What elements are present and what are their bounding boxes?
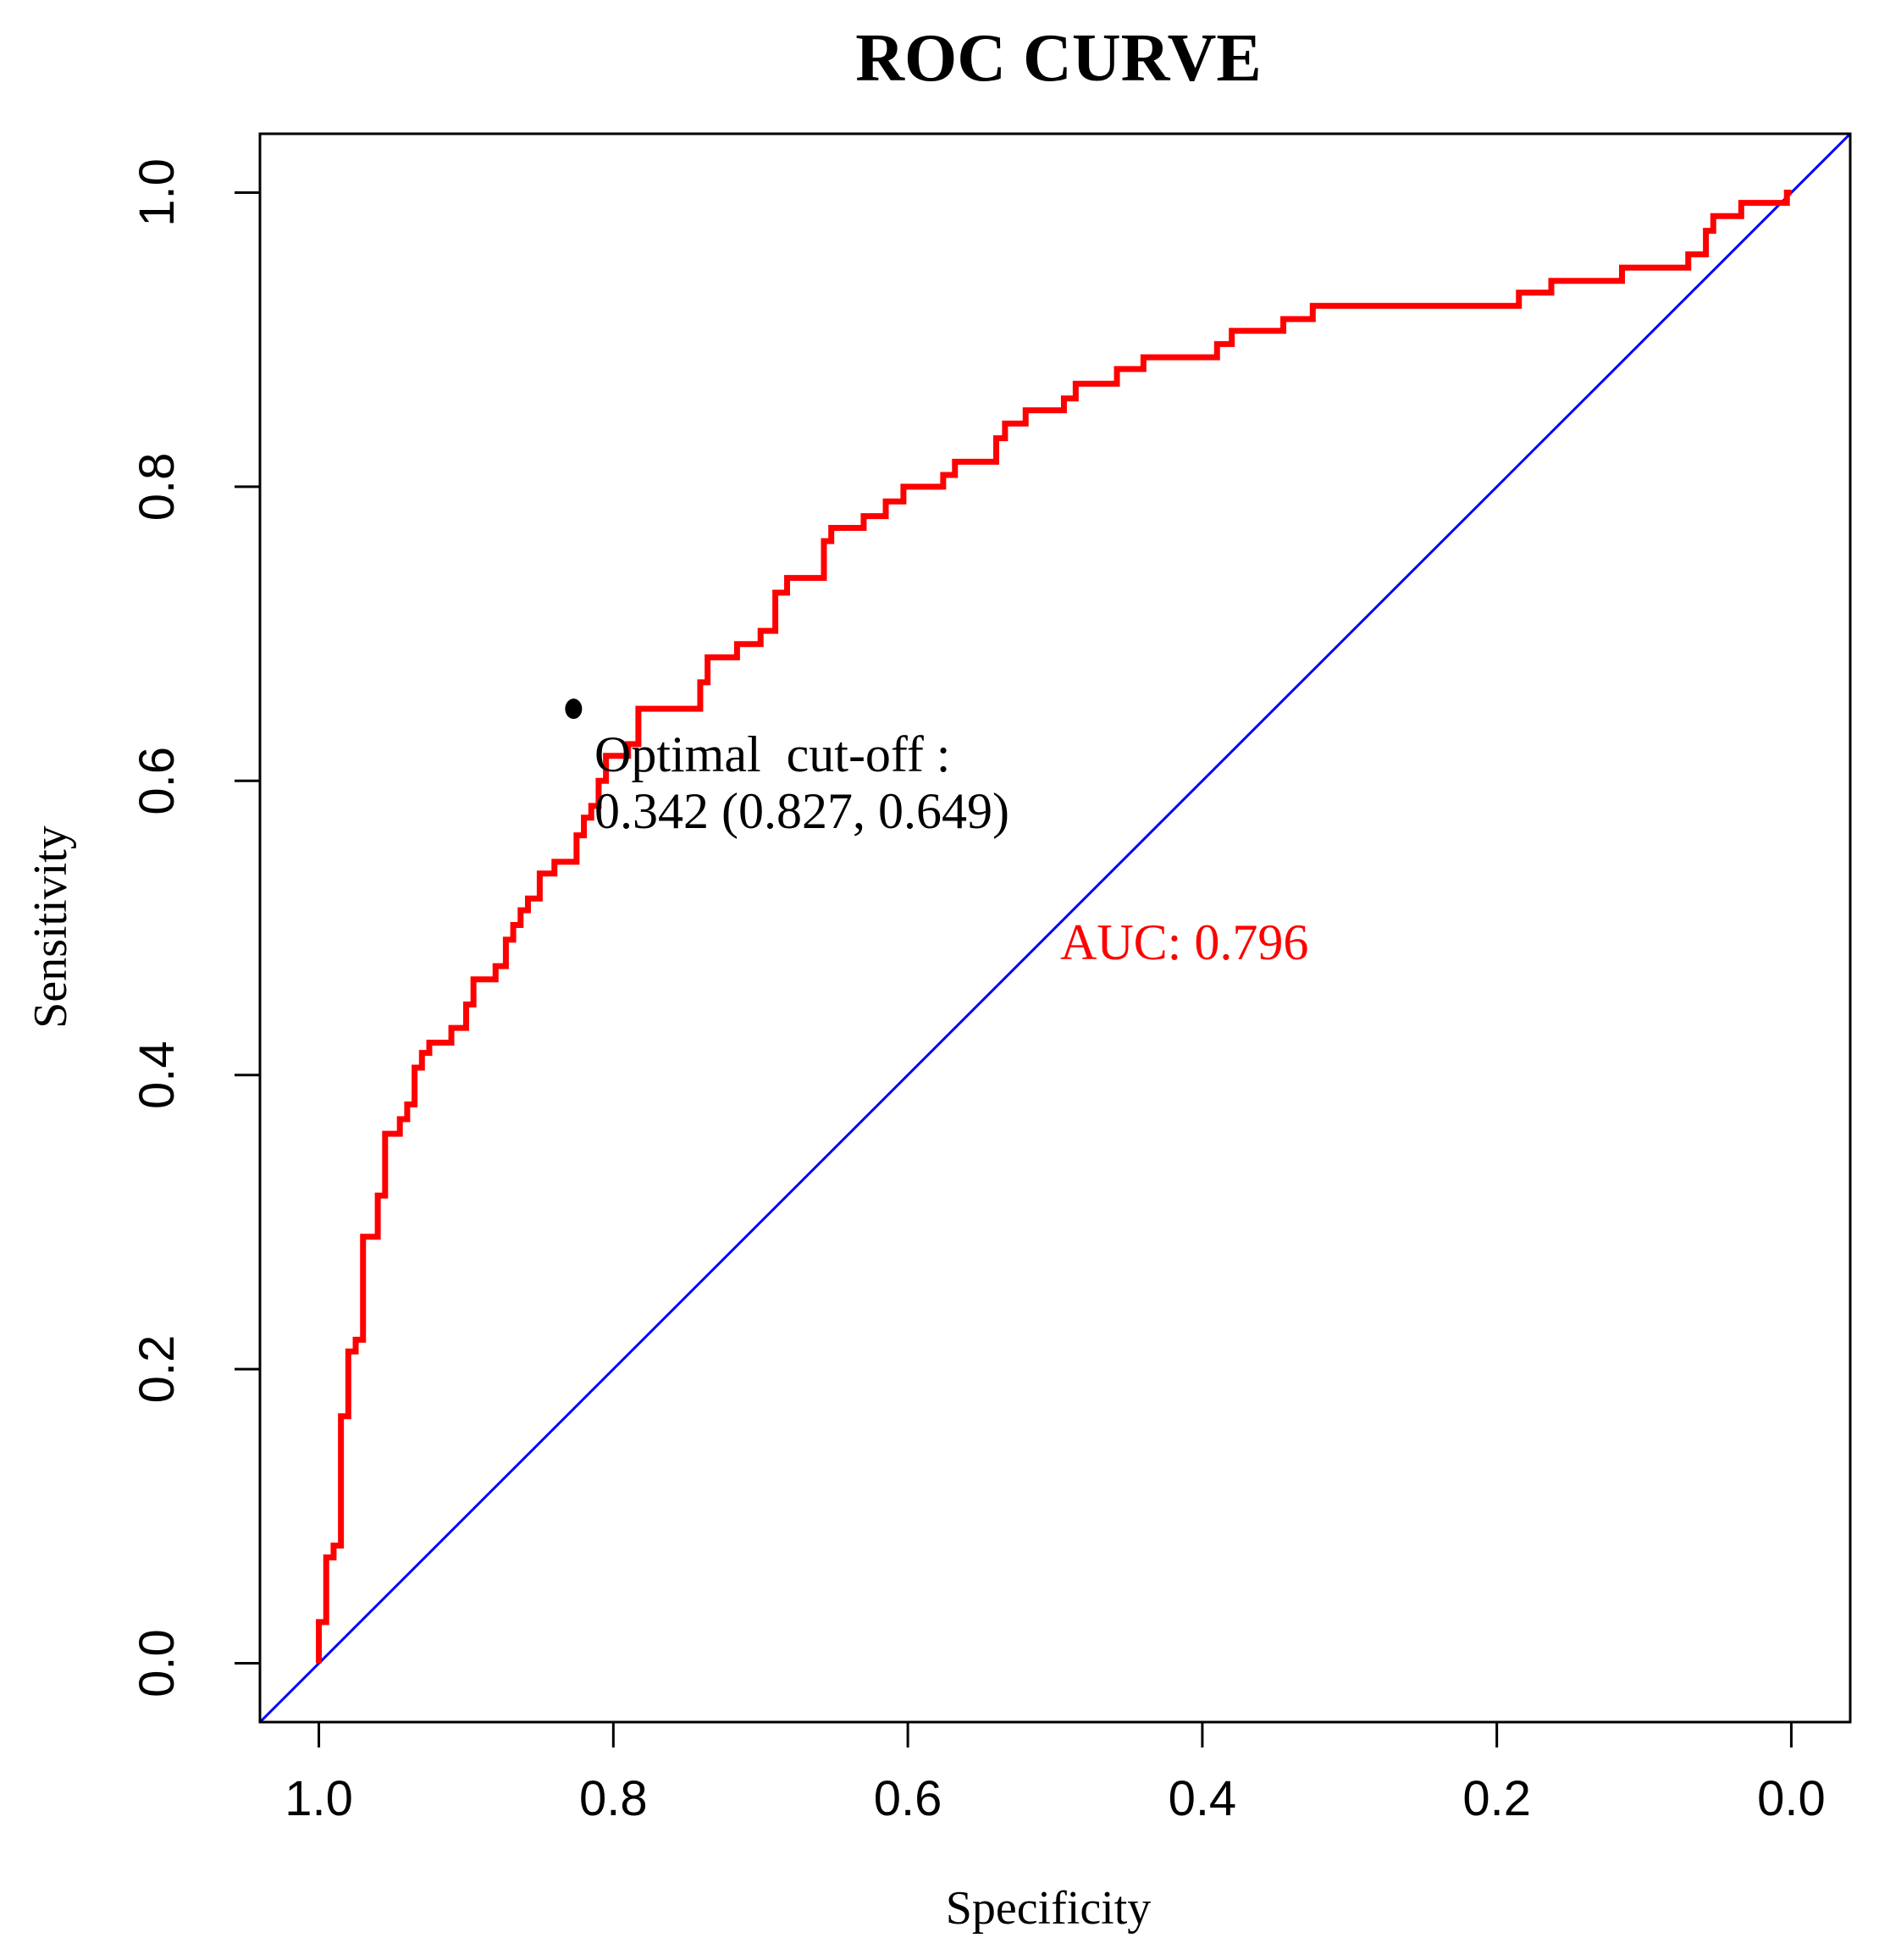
y-tick-label: 0.2 xyxy=(130,1335,185,1404)
y-tick-label: 0.4 xyxy=(130,1041,185,1109)
optimal-cutoff-point xyxy=(565,698,583,720)
y-tick-label: 0.6 xyxy=(130,747,185,815)
x-tick-label: 0.4 xyxy=(1169,1771,1237,1826)
optimal-cutoff-value: 0.342 (0.827, 0.649) xyxy=(594,783,1009,839)
reference-diagonal-line xyxy=(258,132,1852,1724)
y-tick-label: 0.0 xyxy=(130,1629,185,1698)
auc-label: AUC: 0.796 xyxy=(1060,914,1308,970)
roc-curve-line xyxy=(316,189,1792,1664)
x-tick-label: 0.6 xyxy=(874,1771,942,1826)
optimal-cutoff-label: Optimal cut-off : xyxy=(594,726,950,782)
y-axis-ticks: 0.0 0.2 0.4 0.6 0.8 1.0 xyxy=(130,158,262,1698)
chart-title: ROC CURVE xyxy=(855,21,1261,96)
plot-area xyxy=(258,132,1852,1724)
y-tick-label: 1.0 xyxy=(130,158,185,227)
y-axis-label: Sensitivity xyxy=(25,825,77,1029)
x-tick-label: 1.0 xyxy=(285,1771,353,1826)
plot-frame xyxy=(258,132,1852,1724)
y-tick-label: 0.8 xyxy=(130,453,185,522)
x-axis-ticks: 1.0 0.8 0.6 0.4 0.2 0.0 xyxy=(285,1720,1826,1826)
x-axis-label: Specificity xyxy=(946,1882,1152,1935)
x-tick-label: 0.8 xyxy=(579,1771,648,1826)
x-tick-label: 0.2 xyxy=(1462,1771,1531,1826)
x-tick-label: 0.0 xyxy=(1757,1771,1826,1826)
